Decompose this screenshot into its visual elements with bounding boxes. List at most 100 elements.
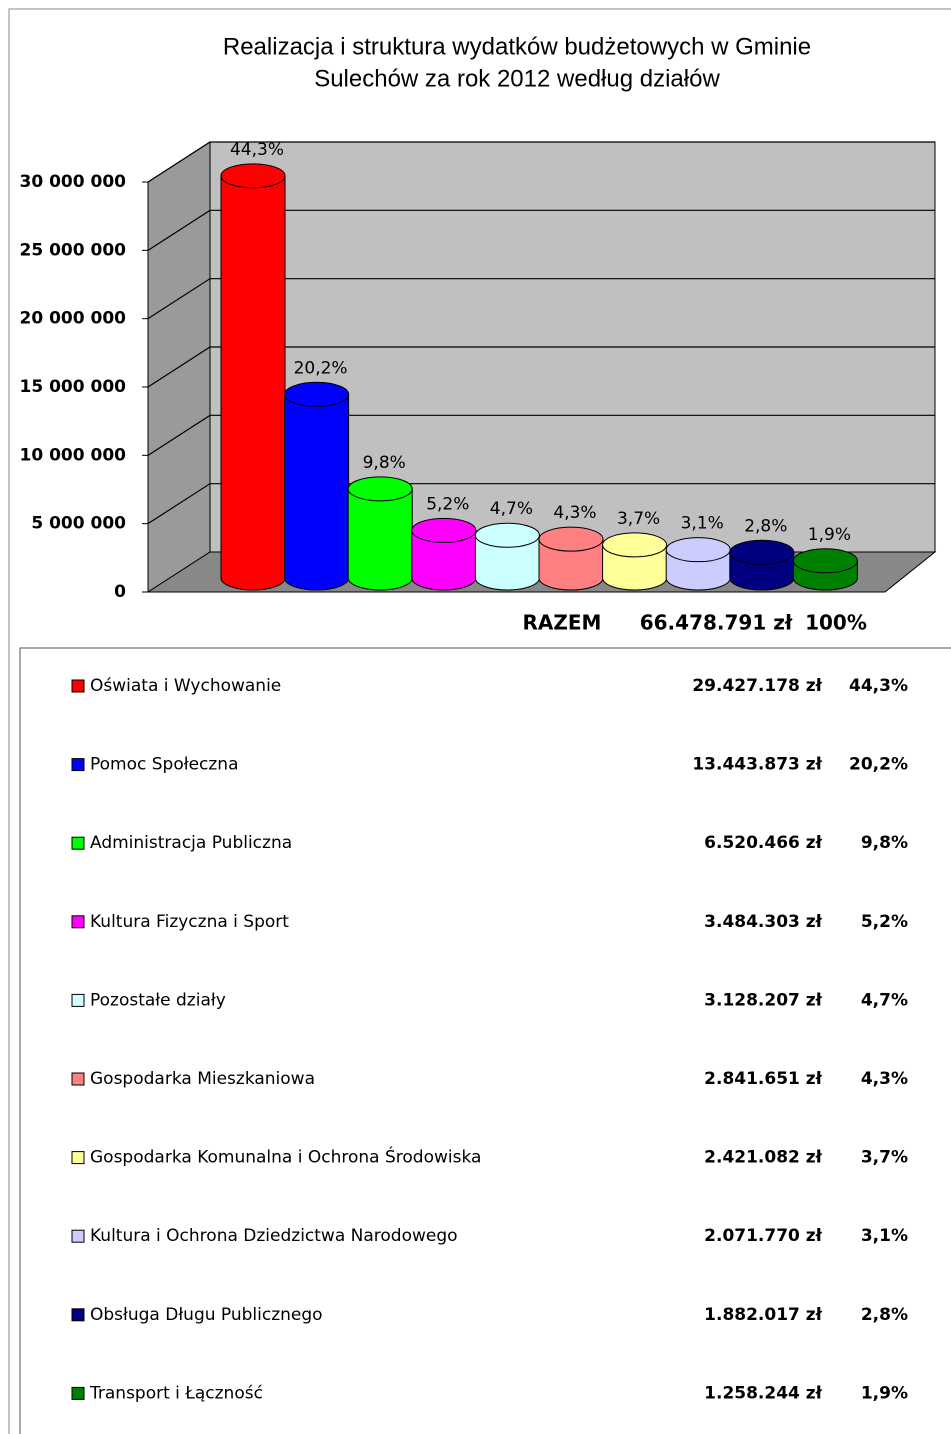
y-tick-label: 5 000 000	[31, 514, 126, 534]
legend-swatch	[71, 993, 85, 1007]
grid-line	[147, 346, 935, 388]
bar-top	[665, 537, 731, 563]
bar-label: 3,7%	[617, 509, 660, 529]
legend-percent: 4,7%	[861, 990, 908, 1010]
legend: Oświata i Wychowanie 29.427.178 zł 44,3% Po…	[71, 676, 908, 1403]
bar-top	[792, 548, 858, 574]
legend-amount: 1.258.244 zł	[704, 1383, 823, 1403]
bar	[220, 163, 286, 591]
bar-label: 2,8%	[744, 516, 787, 536]
bar	[729, 539, 795, 591]
legend-amount: 2.841.651 zł	[704, 1069, 823, 1089]
bar-top	[284, 381, 350, 407]
bars: 44,3% 20,2% 9,8% 5,2% 4,7% 4,3% 3,7% 3,1% 2,8% 1,…	[220, 140, 858, 591]
legend-label: Transport i Łączność	[89, 1383, 263, 1403]
bar-body	[347, 488, 413, 591]
bar-label: 3,1%	[681, 514, 724, 534]
bar-top	[729, 539, 795, 565]
grid: 0 5 000 000 10 000 000 15 000 000 20 000 000…	[20, 141, 935, 602]
legend-amount: 3.484.303 zł	[704, 912, 823, 932]
legend-label: Kultura Fizyczna i Sport	[90, 912, 289, 932]
bar-top	[474, 522, 540, 548]
bar	[347, 476, 413, 591]
legend-amount: 2.071.770 zł	[704, 1226, 823, 1246]
y-tick-label: 20 000 000	[20, 309, 127, 329]
legend-label: Obsługa Długu Publicznego	[90, 1305, 323, 1325]
y-tick-label: 30 000 000	[20, 172, 127, 192]
grid-line	[147, 209, 935, 251]
legend-amount: 6.520.466 zł	[704, 833, 823, 853]
bar	[284, 381, 350, 591]
legend-percent: 9,8%	[861, 833, 908, 853]
y-tick-label: 0	[114, 582, 126, 602]
total-percent: 100%	[805, 611, 867, 635]
legend-label: Pozostałe działy	[90, 990, 226, 1010]
legend-swatch	[71, 915, 85, 929]
total-label: RAZEM	[523, 611, 602, 635]
y-tick-label: 10 000 000	[20, 445, 127, 465]
legend-box	[19, 647, 951, 1434]
bar	[665, 537, 731, 591]
y-tick-label: 15 000 000	[20, 377, 127, 397]
legend-amount: 13.443.873 zł	[692, 755, 822, 775]
legend-label: Gospodarka Mieszkaniowa	[90, 1069, 315, 1089]
bar-body	[220, 175, 286, 591]
bar-label: 9,8%	[363, 453, 406, 473]
grid-line	[147, 278, 935, 320]
legend-swatch	[71, 1229, 85, 1243]
legend-percent: 4,3%	[861, 1069, 908, 1089]
y-tick-label: 25 000 000	[20, 240, 127, 260]
bar	[538, 526, 604, 591]
bar-label: 1,9%	[808, 525, 851, 545]
legend-swatch	[71, 1151, 85, 1165]
bar	[602, 532, 668, 591]
total-amount: 66.478.791 zł	[640, 611, 793, 635]
legend-swatch	[71, 679, 85, 693]
legend-amount: 1.882.017 zł	[704, 1305, 823, 1325]
legend-amount: 2.421.082 zł	[704, 1148, 823, 1168]
legend-swatch	[71, 1386, 85, 1400]
bar-body	[411, 529, 477, 591]
legend-swatch	[71, 1072, 85, 1086]
page-border	[8, 8, 951, 1434]
legend-label: Kultura i Ochrona Dziedzictwa Narodowego	[90, 1226, 458, 1246]
legend-percent: 5,2%	[861, 912, 908, 932]
bar-top	[602, 532, 668, 558]
bar-top	[538, 526, 604, 552]
bar-top	[220, 163, 286, 189]
legend-percent: 3,1%	[861, 1226, 908, 1246]
bar-body	[602, 544, 668, 591]
legend-swatch	[71, 1308, 85, 1322]
bar-label: 4,7%	[490, 499, 533, 519]
legend-label: Administracja Publiczna	[90, 833, 292, 853]
bar	[411, 517, 477, 591]
bar-top	[347, 476, 413, 502]
bar-body	[474, 534, 540, 591]
bar-top	[411, 517, 477, 543]
legend-percent: 20,2%	[849, 755, 908, 775]
legend-amount: 3.128.207 zł	[704, 990, 823, 1010]
chart-title: Sulechów za rok 2012 według działów	[314, 65, 720, 92]
chart-title: Realizacja i struktura wydatków budżetow…	[223, 33, 811, 60]
legend-percent: 1,9%	[861, 1383, 908, 1403]
legend-percent: 2,8%	[861, 1305, 908, 1325]
bar	[474, 522, 540, 591]
bar-label: 44,3%	[230, 140, 284, 160]
grid-line	[147, 141, 935, 183]
bar-body	[284, 393, 350, 591]
legend-label: Gospodarka Komunalna i Ochrona Środowisk…	[90, 1146, 481, 1168]
bar-label: 4,3%	[553, 503, 596, 523]
legend-label: Pomoc Społeczna	[90, 755, 239, 775]
legend-percent: 3,7%	[861, 1148, 908, 1168]
legend-swatch	[71, 836, 85, 850]
legend-percent: 44,3%	[849, 676, 908, 696]
legend-amount: 29.427.178 zł	[692, 676, 822, 696]
grid-line	[147, 483, 935, 525]
bar-label: 5,2%	[426, 494, 469, 514]
legend-swatch	[71, 758, 85, 772]
bar	[792, 548, 858, 591]
legend-label: Oświata i Wychowanie	[90, 676, 281, 696]
grid-line	[147, 414, 935, 456]
bar-body	[538, 538, 604, 591]
